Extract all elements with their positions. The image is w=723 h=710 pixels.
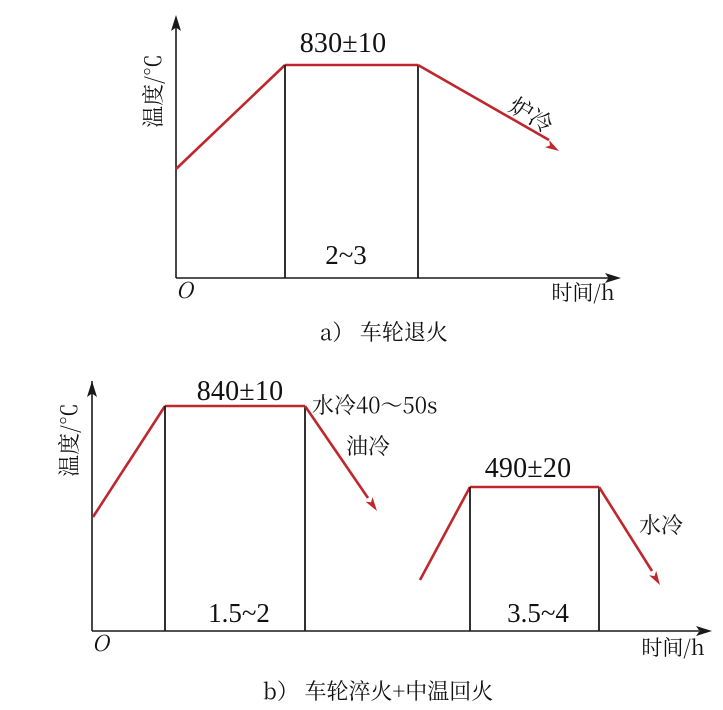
svg-text:水冷40～50s: 水冷40～50s bbox=[312, 389, 437, 420]
svg-text:490±20: 490±20 bbox=[485, 453, 572, 484]
svg-text:水冷: 水冷 bbox=[639, 509, 683, 540]
svg-text:时间/h: 时间/h bbox=[551, 277, 614, 307]
svg-text:830±10: 830±10 bbox=[300, 28, 387, 59]
svg-text:O: O bbox=[92, 627, 111, 658]
svg-text:a） 车轮退火: a） 车轮退火 bbox=[320, 316, 448, 347]
svg-text:840±10: 840±10 bbox=[197, 376, 284, 407]
svg-text:油冷: 油冷 bbox=[346, 430, 390, 461]
svg-text:温度/℃: 温度/℃ bbox=[137, 54, 168, 128]
svg-text:2~3: 2~3 bbox=[325, 240, 367, 270]
svg-text:b） 车轮淬火+中温回火: b） 车轮淬火+中温回火 bbox=[263, 675, 493, 706]
svg-text:3.5~4: 3.5~4 bbox=[507, 598, 569, 628]
svg-text:O: O bbox=[176, 274, 195, 305]
svg-text:1.5~2: 1.5~2 bbox=[208, 598, 270, 628]
svg-text:温度/℃: 温度/℃ bbox=[53, 403, 84, 477]
svg-text:时间/h: 时间/h bbox=[641, 632, 704, 662]
